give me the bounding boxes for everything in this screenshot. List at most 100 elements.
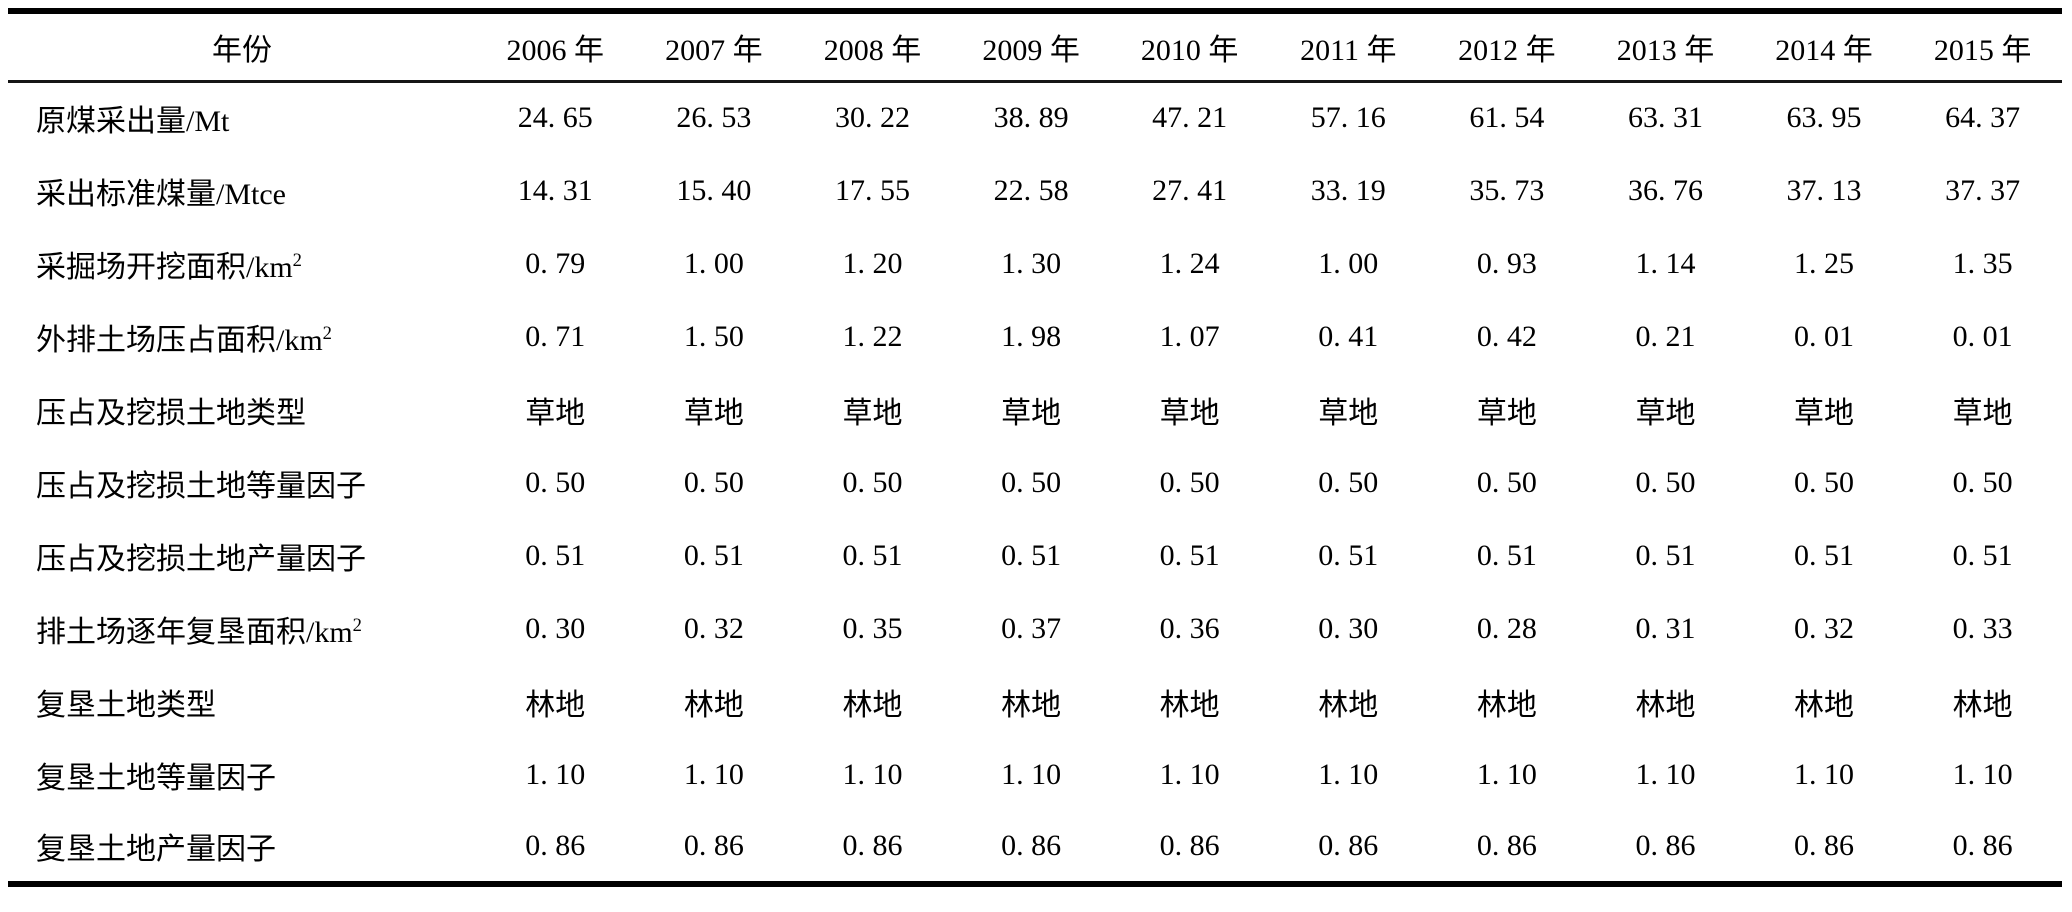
table-cell: 1. 25 — [1794, 246, 1855, 280]
year-header: 2006 年 — [476, 11, 635, 83]
row-label: 复垦土地等量因子 — [8, 738, 476, 811]
table-row: 采出标准煤量/Mtce 14. 31 15. 40 17. 55 22. 58 27. 4… — [8, 154, 2062, 227]
table-cell: 1. 10 — [1318, 757, 1379, 791]
row-label-text: 压占及挖损土地类型 — [36, 396, 306, 430]
table-cell: 0. 50 — [1001, 465, 1062, 499]
table-cell: 0. 50 — [525, 465, 586, 499]
table-cell: 63. 95 — [1786, 101, 1862, 135]
table-cell: 1. 20 — [842, 246, 903, 280]
table-cell: 14. 31 — [517, 173, 593, 207]
table-cell: 1. 10 — [1001, 757, 1062, 791]
table-cell: 林地 — [1476, 688, 1537, 722]
table-cell: 1. 10 — [683, 757, 744, 791]
stub-header: 年份 — [8, 11, 476, 83]
table-cell: 草地 — [683, 396, 744, 430]
table-cell: 35. 73 — [1469, 173, 1545, 207]
table-cell: 1. 00 — [683, 246, 744, 280]
table-cell: 0. 41 — [1318, 319, 1379, 353]
table-cell: 0. 86 — [1794, 829, 1855, 862]
table-cell: 47. 21 — [1152, 101, 1228, 135]
table-cell: 草地 — [842, 396, 903, 430]
table-cell: 草地 — [1318, 396, 1379, 430]
table-cell: 0. 79 — [525, 246, 586, 280]
table-cell: 30. 22 — [834, 101, 910, 135]
table-row: 压占及挖损土地类型 草地 草地 草地 草地 草地 草地 草地 草地 草地 草地 — [8, 373, 2062, 446]
table-cell: 0. 01 — [1952, 319, 2013, 353]
table-cell: 1. 24 — [1159, 246, 1220, 280]
table-cell: 0. 28 — [1476, 611, 1537, 645]
table-row: 排土场逐年复垦面积/km2 0. 30 0. 32 0. 35 0. 37 0. 36 0.… — [8, 592, 2062, 665]
table-cell: 0. 86 — [1159, 829, 1220, 862]
row-label: 采出标准煤量/Mtce — [8, 154, 476, 227]
table-cell: 草地 — [1635, 396, 1696, 430]
year-header: 2009 年 — [951, 11, 1111, 83]
table-cell: 15. 40 — [676, 173, 752, 207]
table-row: 原煤采出量/Mt 24. 65 26. 53 30. 22 38. 89 47. 21 57… — [8, 81, 2062, 154]
row-label-superscript: 2 — [352, 614, 362, 636]
table-cell: 林地 — [525, 688, 586, 722]
table-cell: 0. 51 — [683, 538, 744, 572]
table-cell: 0. 86 — [1476, 829, 1537, 862]
table-cell: 0. 86 — [1001, 829, 1062, 862]
table-cell: 0. 51 — [1318, 538, 1379, 572]
table-cell: 0. 30 — [1318, 611, 1379, 645]
table-cell: 0. 51 — [1635, 538, 1696, 572]
year-header: 2013 年 — [1586, 11, 1745, 83]
table-cell: 0. 50 — [1794, 465, 1855, 499]
row-label-text: 采掘场开挖面积/km — [36, 250, 293, 284]
table-cell: 0. 33 — [1952, 611, 2013, 645]
table-cell: 1. 10 — [1159, 757, 1220, 791]
table-cell: 0. 31 — [1635, 611, 1696, 645]
table-cell: 0. 93 — [1476, 246, 1537, 280]
table-row: 复垦土地类型 林地 林地 林地 林地 林地 林地 林地 林地 林地 林地 — [8, 665, 2062, 738]
table-cell: 林地 — [1001, 688, 1062, 722]
table-cell: 1. 50 — [683, 319, 744, 353]
table-cell: 0. 30 — [525, 611, 586, 645]
table-cell: 林地 — [842, 688, 903, 722]
table-cell: 0. 51 — [1001, 538, 1062, 572]
year-header: 2011 年 — [1268, 11, 1428, 83]
table-cell: 37. 13 — [1786, 173, 1862, 207]
row-label: 压占及挖损土地产量因子 — [8, 519, 476, 592]
year-header: 2008 年 — [793, 11, 952, 83]
table-cell: 1. 10 — [842, 757, 903, 791]
table-cell: 0. 51 — [842, 538, 903, 572]
table-row: 采掘场开挖面积/km2 0. 79 1. 00 1. 20 1. 30 1. 24 1. 0… — [8, 227, 2062, 300]
table-cell: 1. 07 — [1159, 319, 1220, 353]
table-cell: 17. 55 — [834, 173, 910, 207]
table-cell: 0. 51 — [1159, 538, 1220, 572]
table-cell: 1. 10 — [525, 757, 586, 791]
table-cell: 38. 89 — [993, 101, 1069, 135]
year-header: 2015 年 — [1903, 11, 2062, 83]
row-label-text: 外排土场压占面积/km — [36, 323, 323, 357]
row-label: 压占及挖损土地等量因子 — [8, 446, 476, 519]
table-cell: 0. 50 — [1952, 465, 2013, 499]
year-header: 2007 年 — [634, 11, 794, 83]
table-cell: 0. 51 — [1476, 538, 1537, 572]
table-cell: 61. 54 — [1469, 101, 1545, 135]
table-cell: 1. 22 — [842, 319, 903, 353]
row-label: 排土场逐年复垦面积/km2 — [8, 592, 476, 665]
table-cell: 0. 32 — [683, 611, 744, 645]
row-label-text: 复垦土地产量因子 — [36, 833, 276, 866]
table-cell: 林地 — [1159, 688, 1220, 722]
row-label: 原煤采出量/Mt — [8, 81, 476, 154]
row-label-text: 压占及挖损土地产量因子 — [36, 542, 366, 576]
table-cell: 1. 00 — [1318, 246, 1379, 280]
table-cell: 1. 10 — [1635, 757, 1696, 791]
table-cell: 0. 86 — [525, 829, 586, 862]
table-cell: 1. 10 — [1794, 757, 1855, 791]
year-header: 2012 年 — [1427, 11, 1587, 83]
table-cell: 0. 71 — [525, 319, 586, 353]
table-cell: 1. 98 — [1001, 319, 1062, 353]
table-cell: 0. 86 — [842, 829, 903, 862]
table-cell: 草地 — [1952, 396, 2013, 430]
table-cell: 33. 19 — [1310, 173, 1386, 207]
table-cell: 0. 50 — [842, 465, 903, 499]
row-label-text: 排土场逐年复垦面积/km — [36, 615, 353, 649]
table-cell: 0. 42 — [1476, 319, 1537, 353]
table-cell: 57. 16 — [1310, 101, 1386, 135]
